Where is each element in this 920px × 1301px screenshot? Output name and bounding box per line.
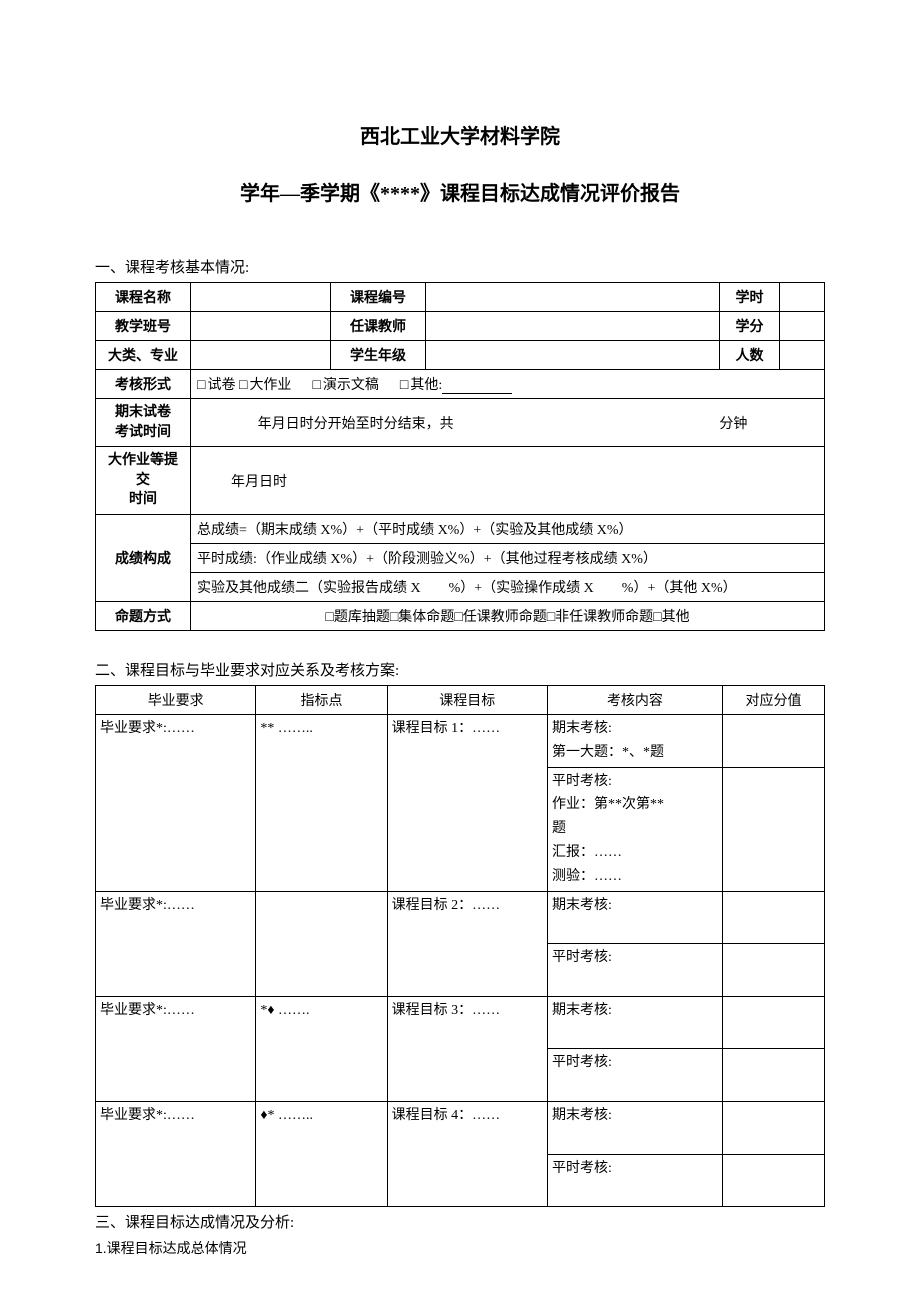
label-question-mode: 命题方式 (96, 601, 191, 630)
score-row-1: 总成绩=（期末成绩 X%）+（平时成绩 X%）+（实验及其他成绩 X%） (191, 514, 825, 543)
final-time-right: 分钟 (509, 413, 807, 433)
option-text: 其他: (410, 378, 442, 393)
cell-score (722, 1154, 824, 1207)
header-score: 对应分值 (722, 685, 824, 714)
label-major: 大类、专业 (96, 341, 191, 370)
table-row: 考核形式 □试卷 □大作业 □演示文稿 □其他: (96, 370, 825, 399)
cell-score (722, 1101, 824, 1154)
value-credits (780, 312, 825, 341)
value-grade (426, 341, 720, 370)
value-hw-time: 年月日时 (191, 447, 825, 515)
header-req: 毕业要求 (96, 685, 256, 714)
value-major (191, 341, 331, 370)
label-grade: 学生年级 (331, 341, 426, 370)
table-row: 期末试卷 考试时间 年月日时分开始至时分结束，共 分钟 (96, 399, 825, 447)
cell-score (722, 891, 824, 944)
table-row: 大作业等提交 时间 年月日时 (96, 447, 825, 515)
value-exam-form: □试卷 □大作业 □演示文稿 □其他: (191, 370, 825, 399)
table-row: 平时成绩:（作业成绩 X%）+（阶段测验义%）+（其他过程考核成绩 X%） (96, 543, 825, 572)
header-indicator: 指标点 (256, 685, 387, 714)
table-row: 成绩构成 总成绩=（期末成绩 X%）+（平时成绩 X%）+（实验及其他成绩 X%… (96, 514, 825, 543)
page-container: 西北工业大学材料学院 学年—季学期《****》课程目标达成情况评价报告 一、课程… (0, 0, 920, 1298)
value-instructor (426, 312, 720, 341)
table-header-row: 毕业要求 指标点 课程目标 考核内容 对应分值 (96, 685, 825, 714)
value-final-time: 年月日时分开始至时分结束，共 分钟 (191, 399, 825, 447)
cell-goal: 课程目标 3：…… (387, 996, 547, 1101)
table-row: 毕业要求*:…… ** …….. 课程目标 1：…… 期末考核: 第一大题：*、… (96, 714, 825, 767)
table-row: 课程名称 课程编号 学时 (96, 283, 825, 312)
cell-indicator: ** …….. (256, 714, 387, 891)
title-line-1: 西北工业大学材料学院 (95, 120, 825, 149)
cell-content-regular: 平时考核: 作业：第**次第** 题 汇报：…… 测验：…… (547, 767, 722, 891)
table-row: 毕业要求*:…… ♦* …….. 课程目标 4：…… 期末考核: (96, 1101, 825, 1154)
cell-score (722, 996, 824, 1049)
final-time-left: 年月日时分开始至时分结束，共 (208, 413, 506, 433)
value-class-no (191, 312, 331, 341)
option-text: 试卷 (207, 378, 235, 393)
score-row-3: 实验及其他成绩二（实验报告成绩 X %）+（实验操作成绩 X %）+（其他 X%… (191, 572, 825, 601)
other-underline (442, 380, 512, 394)
section-3-sub-1: 1.课程目标达成总体情况 (95, 1238, 825, 1258)
table-row: 毕业要求*:…… 课程目标 2：…… 期末考核: (96, 891, 825, 944)
cell-score (722, 714, 824, 767)
checkbox-icon[interactable]: □ (400, 378, 408, 393)
header-content: 考核内容 (547, 685, 722, 714)
label-course-code: 课程编号 (331, 283, 426, 312)
option-text: 演示文稿 (323, 378, 379, 393)
checkbox-icon[interactable]: □ (197, 378, 205, 393)
cell-goal: 课程目标 4：…… (387, 1101, 547, 1206)
table-row: 大类、专业 学生年级 人数 (96, 341, 825, 370)
cell-content-final: 期末考核: (547, 891, 722, 944)
cell-content-final: 期末考核: (547, 1101, 722, 1154)
option-text: 大作业 (249, 378, 291, 393)
table-row: 毕业要求*:…… *♦ ……. 课程目标 3：…… 期末考核: (96, 996, 825, 1049)
label-course-name: 课程名称 (96, 283, 191, 312)
section-3-heading: 三、课程目标达成情况及分析: (95, 1211, 825, 1232)
header-goal: 课程目标 (387, 685, 547, 714)
cell-score (722, 1049, 824, 1102)
cell-req: 毕业要求*:…… (96, 714, 256, 891)
label-score-comp: 成绩构成 (96, 514, 191, 601)
cell-content-regular: 平时考核: (547, 944, 722, 997)
label-hw-time: 大作业等提交 时间 (96, 447, 191, 515)
label-class-no: 教学班号 (96, 312, 191, 341)
basic-info-table: 课程名称 课程编号 学时 教学班号 任课教师 学分 大类、专业 学生年级 人数 … (95, 282, 825, 631)
cell-score (722, 944, 824, 997)
label-instructor: 任课教师 (331, 312, 426, 341)
cell-score (722, 767, 824, 891)
checkbox-icon[interactable]: □ (312, 378, 320, 393)
label-credits: 学分 (720, 312, 780, 341)
table-row: 实验及其他成绩二（实验报告成绩 X %）+（实验操作成绩 X %）+（其他 X%… (96, 572, 825, 601)
table-row: 教学班号 任课教师 学分 (96, 312, 825, 341)
cell-indicator: ♦* …….. (256, 1101, 387, 1206)
cell-req: 毕业要求*:…… (96, 996, 256, 1101)
value-hours (780, 283, 825, 312)
cell-content-final: 期末考核: (547, 996, 722, 1049)
label-hours: 学时 (720, 283, 780, 312)
cell-indicator (256, 891, 387, 996)
cell-content-final: 期末考核: 第一大题：*、*题 (547, 714, 722, 767)
value-course-code (426, 283, 720, 312)
label-exam-form: 考核形式 (96, 370, 191, 399)
cell-indicator: *♦ ……. (256, 996, 387, 1101)
value-course-name (191, 283, 331, 312)
title-line-2: 学年—季学期《****》课程目标达成情况评价报告 (95, 177, 825, 206)
label-students: 人数 (720, 341, 780, 370)
cell-req: 毕业要求*:…… (96, 891, 256, 996)
cell-goal: 课程目标 1：…… (387, 714, 547, 891)
goal-mapping-table: 毕业要求 指标点 课程目标 考核内容 对应分值 毕业要求*:…… ** ……..… (95, 685, 825, 1207)
checkbox-icon[interactable]: □ (239, 378, 247, 393)
section-1-heading: 一、课程考核基本情况: (95, 256, 825, 277)
label-final-time: 期末试卷 考试时间 (96, 399, 191, 447)
cell-req: 毕业要求*:…… (96, 1101, 256, 1206)
cell-content-regular: 平时考核: (547, 1154, 722, 1207)
section-2-heading: 二、课程目标与毕业要求对应关系及考核方案: (95, 659, 825, 680)
cell-content-regular: 平时考核: (547, 1049, 722, 1102)
score-row-2: 平时成绩:（作业成绩 X%）+（阶段测验义%）+（其他过程考核成绩 X%） (191, 543, 825, 572)
value-students (780, 341, 825, 370)
cell-goal: 课程目标 2：…… (387, 891, 547, 996)
value-question-mode: □题库抽题□集体命题□任课教师命题□非任课教师命题□其他 (191, 601, 825, 630)
table-row: 命题方式 □题库抽题□集体命题□任课教师命题□非任课教师命题□其他 (96, 601, 825, 630)
